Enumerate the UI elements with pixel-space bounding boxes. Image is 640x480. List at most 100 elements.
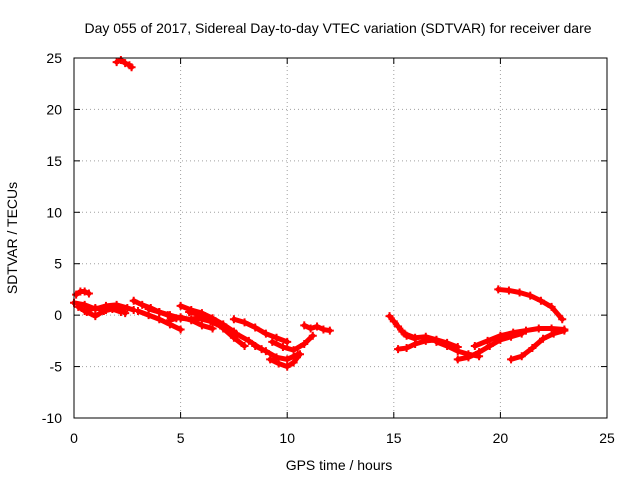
data-point: [176, 313, 185, 322]
data-point: [283, 337, 292, 346]
y-tick-label: 5: [54, 256, 62, 272]
x-tick-label: 25: [599, 430, 615, 446]
data-point: [127, 63, 136, 72]
data-series-arc-late-afternoon: [300, 321, 334, 335]
data-series-arc-midday-2: [185, 308, 249, 350]
x-tick-label: 10: [279, 430, 295, 446]
data-point: [91, 312, 100, 321]
data-point: [389, 317, 398, 326]
data-point: [176, 301, 185, 310]
data-point: [261, 329, 270, 338]
data-point: [229, 315, 238, 324]
data-point: [197, 321, 206, 330]
data-point: [496, 331, 505, 340]
data-point: [80, 287, 89, 296]
data-point: [319, 325, 328, 334]
data-series-arc-night-top: [494, 285, 567, 324]
data-point: [74, 302, 83, 311]
data-point: [129, 296, 138, 305]
data-point: [432, 337, 441, 346]
data-series-arc-night-3: [507, 326, 569, 364]
data-point: [101, 306, 110, 314]
data-point: [528, 344, 537, 353]
data-point: [534, 324, 543, 333]
data-point: [123, 303, 132, 312]
data-point: [208, 324, 217, 333]
y-axis-label: SDTVAR / TECUs: [4, 182, 20, 294]
grid-lines: [74, 58, 607, 418]
y-tick-label: 25: [46, 50, 62, 66]
y-tick-label: 15: [46, 153, 62, 169]
data-point: [547, 302, 556, 311]
data-point: [325, 326, 334, 335]
data-point: [394, 322, 403, 331]
data-point: [402, 344, 411, 353]
data-series-arc-midday-4: [165, 313, 217, 333]
data-series-arc-morning-2: [133, 307, 185, 334]
data-point: [509, 328, 518, 337]
x-axis-label: GPS time / hours: [286, 457, 393, 473]
data-point: [300, 339, 309, 348]
data-point: [313, 322, 322, 331]
data-point: [91, 303, 100, 312]
data-point: [84, 289, 93, 298]
data-point: [283, 355, 292, 364]
data-point: [289, 358, 298, 367]
data-point: [300, 321, 309, 330]
data-point: [251, 323, 260, 332]
y-tick-label: 20: [46, 101, 62, 117]
data-point: [453, 347, 462, 356]
data-point: [295, 350, 304, 359]
data-point: [232, 329, 241, 338]
data-point: [266, 355, 275, 364]
data-point: [138, 300, 147, 309]
data-point: [116, 56, 125, 65]
data-point: [112, 58, 121, 67]
y-tick-label: 10: [46, 204, 62, 220]
data-point: [485, 342, 494, 350]
data-point: [515, 288, 524, 297]
data-point: [394, 345, 403, 354]
plot-area-frame: [73, 57, 608, 419]
data-point: [144, 304, 153, 313]
y-tick-label: -10: [42, 410, 62, 426]
data-point: [411, 333, 420, 342]
data-point: [308, 331, 317, 340]
data-point: [278, 343, 287, 352]
data-point: [539, 334, 548, 343]
data-point: [464, 353, 473, 362]
data-series-arc-early-top: [72, 287, 93, 299]
data-point: [400, 329, 409, 338]
data-series-arc-afternoon-3: [266, 350, 304, 371]
data-point: [165, 316, 174, 325]
data-point: [176, 325, 185, 334]
y-tick-label: 0: [54, 307, 62, 323]
data-point: [133, 307, 142, 316]
data-point: [536, 296, 545, 305]
data-series-arc-early-3: [80, 302, 130, 318]
data-point: [521, 326, 530, 335]
data-point: [121, 309, 130, 318]
data-point: [274, 359, 283, 368]
x-tick-label: 5: [177, 430, 185, 446]
y-tick-label: -5: [50, 359, 63, 375]
data-point: [80, 307, 89, 316]
data-point: [72, 290, 81, 299]
data-point: [494, 285, 503, 294]
data-point: [483, 336, 492, 345]
data-point: [504, 286, 513, 295]
x-tick-label: 15: [386, 430, 402, 446]
data-point: [240, 342, 249, 350]
data-series-arc-night-2: [470, 324, 569, 350]
data-points: [70, 56, 569, 371]
data-series-arc-afternoon-4: [268, 331, 317, 355]
data-point: [268, 337, 277, 346]
data-point: [155, 308, 164, 317]
data-point: [272, 333, 281, 342]
data-point: [306, 324, 315, 333]
data-point: [112, 302, 121, 311]
data-series-arc-afternoon-2: [251, 342, 302, 364]
data-point: [475, 348, 484, 357]
data-point: [251, 342, 260, 350]
